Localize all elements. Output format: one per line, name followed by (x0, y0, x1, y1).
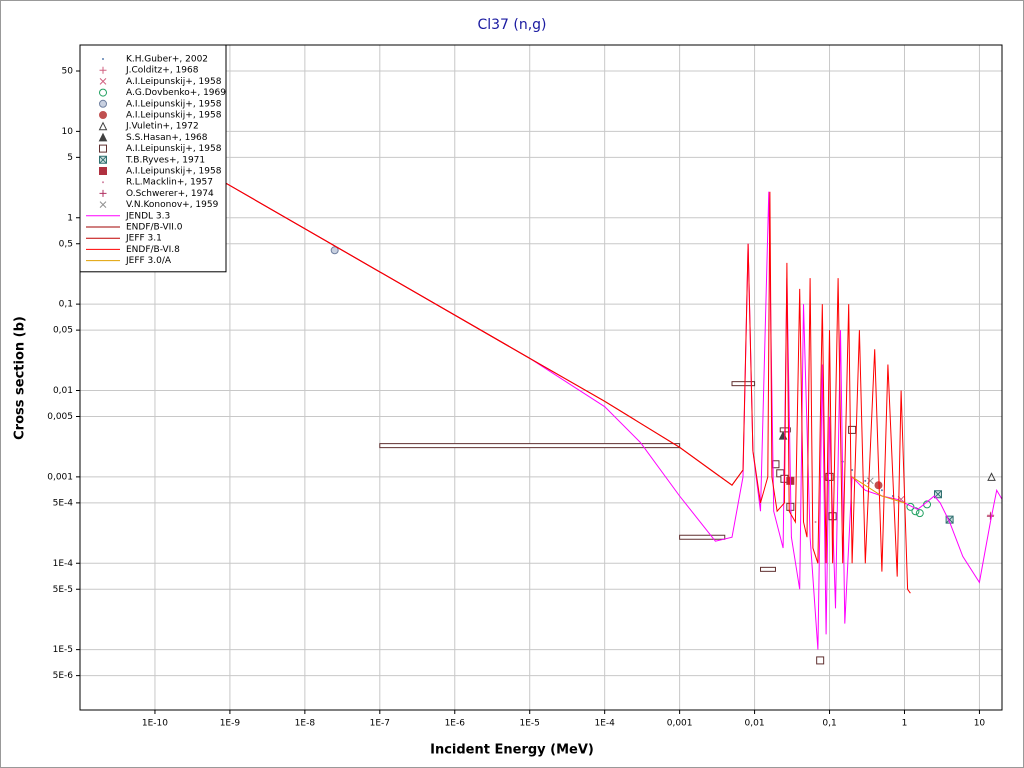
data-point (987, 472, 996, 481)
y-tick-label: 1 (67, 213, 73, 223)
data-point (330, 246, 339, 255)
data-point (848, 425, 857, 434)
x-tick-label: 1E-8 (295, 719, 316, 729)
legend-label: J.Vuletin+, 1972 (125, 122, 199, 132)
legend-label: K.H.Guber+, 2002 (126, 55, 208, 65)
y-tick-label: 50 (62, 67, 74, 77)
legend-label: A.I.Leipunskij+, 1958 (126, 144, 222, 154)
x-tick-label: 1E-5 (520, 719, 540, 729)
legend-label: A.I.Leipunskij+, 1958 (126, 77, 222, 87)
data-point (934, 490, 942, 499)
y-tick-label: 1E-4 (53, 559, 74, 569)
series-line (80, 98, 911, 594)
data-point (99, 78, 107, 85)
x-tick-label: 10 (974, 719, 986, 729)
series-line (80, 98, 1002, 650)
data-point (825, 472, 834, 481)
data-point (99, 189, 107, 197)
y-tick-label: 0,01 (53, 386, 73, 396)
y-tick-label: 0,005 (47, 412, 73, 422)
legend-label: A.G.Dovbenko+, 1969 (126, 88, 226, 98)
data-point (874, 481, 883, 490)
data-point (98, 132, 108, 142)
data-point (866, 477, 874, 485)
y-tick-label: 0,1 (59, 300, 73, 310)
y-tick-label: 0,001 (47, 472, 73, 482)
data-box (379, 443, 681, 449)
legend-label: T.B.Ryves+, 1971 (125, 155, 205, 165)
y-tick-label: 0,05 (53, 326, 73, 336)
data-point (99, 144, 107, 153)
legend-label: S.S.Hasan+, 1968 (126, 133, 208, 143)
data-point (99, 111, 107, 119)
data-point (102, 181, 104, 184)
legend-label: A.I.Leipunskij+, 1958 (126, 99, 222, 109)
x-tick-label: 1E-6 (445, 719, 466, 729)
legend-label: ENDF/B-VII.0 (126, 223, 183, 233)
legend-label: R.L.Macklin+, 1957 (126, 178, 213, 188)
series-line (851, 476, 905, 504)
y-tick-label: 10 (62, 127, 74, 137)
data-point (99, 66, 107, 74)
x-tick-label: 1E-7 (370, 719, 390, 729)
y-tick-label: 0,5 (59, 239, 73, 249)
data-point (814, 521, 817, 524)
data-point (102, 58, 104, 60)
data-point (99, 155, 107, 164)
data-box (731, 381, 756, 387)
data-point (864, 479, 867, 482)
x-tick-label: 0,1 (822, 719, 836, 729)
data-box (760, 566, 776, 572)
legend-label: JEFF 3.1 (125, 234, 162, 244)
x-tick-label: 1 (902, 719, 908, 729)
data-point (99, 167, 107, 175)
y-tick-label: 1E-5 (53, 645, 73, 655)
data-point (99, 201, 107, 208)
x-tick-label: 0,01 (745, 719, 765, 729)
legend-label: V.N.Kononov+, 1959 (126, 200, 219, 210)
data-point (816, 656, 825, 665)
x-tick-label: 1E-9 (220, 719, 241, 729)
legend-label: ENDF/B-VI.8 (126, 245, 180, 255)
legend-label: J.Colditz+, 1968 (125, 66, 199, 76)
data-point (986, 512, 994, 520)
data-point (906, 502, 915, 511)
data-point (851, 469, 854, 472)
y-tick-label: 5E-6 (53, 671, 74, 681)
y-tick-label: 5 (67, 153, 73, 163)
data-point (915, 509, 924, 518)
legend-label: A.I.Leipunskij+, 1958 (126, 111, 222, 121)
data-box (679, 534, 726, 540)
y-axis-label: Cross section (b) (13, 316, 28, 440)
x-axis-label: Incident Energy (MeV) (430, 743, 594, 758)
data-point (98, 121, 108, 131)
legend-label: O.Schwerer+, 1974 (126, 189, 214, 199)
legend-label: JEFF 3.0/A (125, 256, 172, 266)
chart-title: Cl37 (n,g) (477, 17, 546, 33)
plot-border (79, 44, 1003, 711)
data-point (880, 489, 883, 492)
data-point (99, 88, 107, 97)
y-tick-label: 5E-4 (53, 498, 74, 508)
x-tick-label: 1E-10 (142, 719, 168, 729)
y-tick-label: 5E-5 (53, 585, 73, 595)
data-point (99, 99, 107, 108)
legend-label: JENDL 3.3 (125, 211, 170, 221)
x-tick-label: 1E-4 (594, 719, 615, 729)
legend-label: A.I.Leipunskij+, 1958 (126, 167, 222, 177)
x-tick-label: 0,001 (667, 719, 693, 729)
